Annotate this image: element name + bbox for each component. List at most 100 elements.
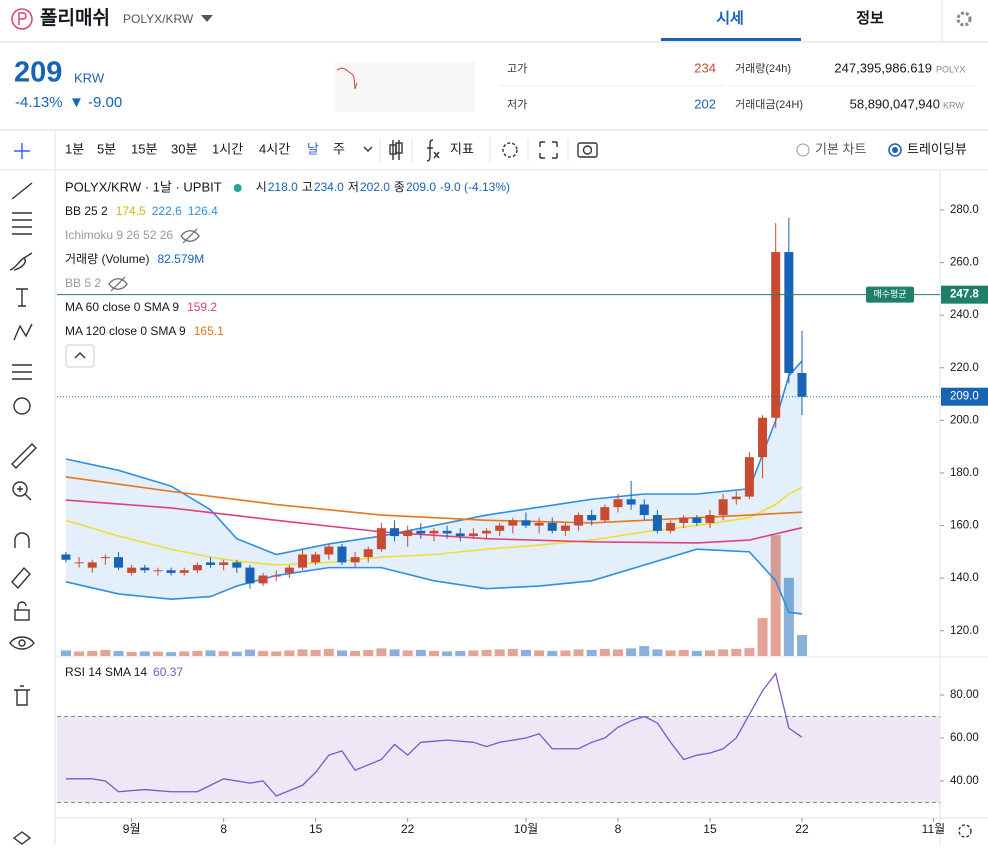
volume-bar [152, 651, 163, 656]
candle-body [692, 517, 702, 523]
settings-icon[interactable] [958, 824, 972, 838]
volume-bar [468, 650, 479, 656]
legend-title: POLYX/KRW · 1날 · UPBIT [65, 179, 222, 194]
x-tick-label: 8 [615, 822, 622, 836]
sparkline [336, 67, 358, 90]
indicator-name: MA 60 close 0 SMA 9 [65, 300, 179, 314]
candle-body [403, 530, 413, 537]
candle-body [666, 522, 676, 531]
avg-tag-box [866, 286, 914, 303]
volume-bar [534, 650, 545, 656]
ohlc-label: 저 [348, 180, 359, 194]
x-tick-label: 15 [703, 822, 717, 836]
candle-body [311, 554, 321, 563]
candle-body [679, 517, 689, 523]
interval[interactable]: 날 [307, 141, 319, 156]
interval[interactable]: 15분 [131, 141, 157, 156]
volume-bar [218, 651, 229, 656]
volume-bar [271, 651, 282, 656]
volume-bar [718, 649, 729, 656]
fx-icon[interactable] [426, 139, 440, 162]
tab[interactable]: 정보 [856, 9, 884, 27]
interval[interactable]: 4시간 [259, 141, 290, 156]
y-tick-label: 200.0 [950, 414, 979, 426]
indicators[interactable]: 지표 [450, 141, 474, 156]
ohlc-label: 고 [302, 180, 313, 194]
volume-bar [494, 649, 505, 656]
candle-body [298, 554, 308, 568]
candle-body [744, 457, 754, 497]
interval[interactable]: 5분 [97, 141, 116, 156]
ohlc-value: 202.0 [360, 180, 390, 194]
volume-bar [704, 650, 715, 656]
chevron[interactable] [363, 146, 373, 152]
candle-body [74, 562, 84, 564]
drawing-tools[interactable] [9, 143, 37, 845]
value: 234 [694, 60, 716, 75]
candle-body [784, 252, 794, 374]
dropdown[interactable] [201, 15, 213, 22]
radio[interactable] [888, 143, 902, 157]
volume-bar [507, 648, 518, 656]
volume-bar [783, 577, 794, 656]
indicator-value: 174.5 [116, 204, 146, 218]
volume-bar [297, 649, 308, 656]
interval[interactable]: 30분 [171, 141, 197, 156]
candle-body [797, 373, 807, 397]
indicator-line [65, 476, 803, 524]
candle-body [495, 525, 505, 531]
status-dot [233, 184, 242, 192]
chart-mode[interactable]: 트레이딩뷰 [907, 141, 967, 156]
candle-body [258, 575, 268, 584]
hidden-icon[interactable] [180, 228, 200, 244]
candle-body [534, 522, 544, 526]
interval[interactable]: 주 [333, 141, 345, 156]
volume-bar [547, 650, 558, 656]
y-tick-label: 140.0 [950, 572, 979, 584]
fullscreen-icon[interactable] [539, 141, 558, 159]
avg-axis-box [941, 285, 988, 304]
volume-bar [205, 650, 216, 656]
candle-body [468, 533, 478, 537]
candle-body [140, 567, 150, 571]
y-tick-label: 40.00 [950, 775, 979, 787]
candle-body [639, 504, 649, 516]
interval[interactable]: 1시간 [212, 141, 243, 156]
camera-icon[interactable] [577, 142, 598, 158]
ohlc-label: 시 [256, 180, 267, 194]
interval[interactable]: 1분 [65, 141, 84, 156]
pair[interactable]: POLYX/KRW [123, 12, 194, 26]
change: ▼ -9.00 [69, 94, 122, 111]
indicator-name: BB 25 2 [65, 204, 108, 218]
settings-icon[interactable] [502, 142, 518, 158]
tab-underline [661, 38, 801, 41]
candle-body [390, 528, 400, 537]
x-tick-label: 22 [795, 822, 809, 836]
volume-bar [376, 648, 387, 656]
volume-bar [560, 650, 571, 656]
settings-icon[interactable] [956, 11, 972, 27]
radio[interactable] [796, 143, 810, 157]
chart-mode[interactable]: 기본 차트 [815, 141, 866, 156]
value: 58,890,047,940 [850, 96, 940, 111]
volume-bar [284, 650, 295, 656]
volume-bar [244, 649, 255, 656]
candle-body [429, 530, 439, 534]
volume-bar [455, 650, 466, 656]
candle-body [718, 499, 728, 516]
ohlc-value: 234.0 [314, 180, 344, 194]
tab[interactable]: 시세 [716, 10, 744, 27]
indicator-line [65, 548, 803, 615]
x-tick-label: 9월 [123, 822, 141, 836]
hidden-icon[interactable] [108, 276, 128, 292]
collapse-icon [74, 352, 86, 359]
sparkline-box [335, 62, 475, 112]
price: 209 [14, 57, 62, 89]
collapse-button[interactable] [65, 344, 95, 368]
candle-body [416, 530, 426, 534]
candle-icon[interactable] [389, 140, 403, 160]
volume-bar [310, 649, 321, 656]
y-tick-label: 120.0 [950, 625, 979, 637]
last-axis-box [941, 387, 988, 406]
